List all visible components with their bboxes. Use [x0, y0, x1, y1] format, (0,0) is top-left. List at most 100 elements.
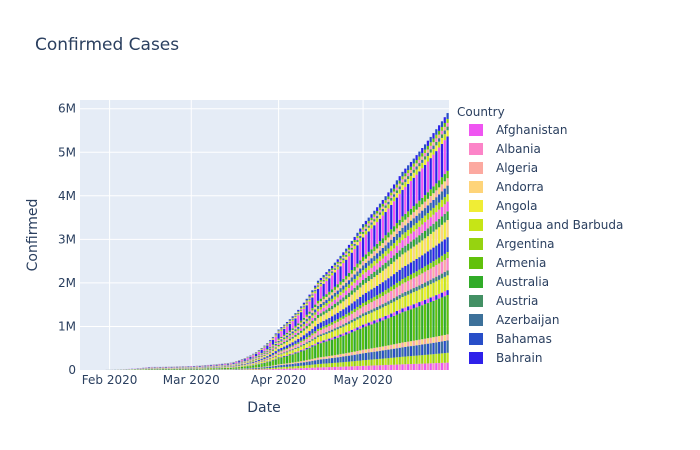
bar-segment[interactable]	[322, 363, 325, 368]
bar-segment[interactable]	[314, 304, 317, 308]
bar-segment[interactable]	[378, 358, 382, 366]
bar-segment[interactable]	[319, 286, 322, 299]
bar-segment[interactable]	[271, 347, 275, 349]
bar-segment[interactable]	[266, 369, 269, 370]
bar-segment[interactable]	[257, 369, 260, 370]
bar-segment[interactable]	[398, 219, 401, 226]
bar-segment[interactable]	[297, 338, 300, 343]
bar-segment[interactable]	[398, 183, 401, 187]
bar-segment[interactable]	[316, 284, 320, 286]
bar-segment[interactable]	[401, 254, 404, 268]
bar-segment[interactable]	[319, 341, 322, 344]
bar-segment[interactable]	[285, 337, 289, 339]
bar-segment[interactable]	[263, 357, 266, 359]
bar-segment[interactable]	[331, 271, 334, 273]
bar-segment[interactable]	[294, 345, 297, 348]
bar-segment[interactable]	[359, 315, 362, 318]
bar-segment[interactable]	[364, 267, 368, 273]
bar-segment[interactable]	[316, 328, 320, 332]
bar-segment[interactable]	[345, 290, 348, 296]
bar-segment[interactable]	[415, 160, 418, 164]
bar-segment[interactable]	[243, 364, 246, 366]
legend-label[interactable]: Antigua and Barbuda	[496, 218, 623, 232]
bar-segment[interactable]	[395, 357, 398, 365]
bar-segment[interactable]	[429, 301, 432, 338]
bar-segment[interactable]	[429, 343, 432, 355]
bar-segment[interactable]	[438, 362, 441, 370]
bar-segment[interactable]	[252, 364, 255, 365]
bar-segment[interactable]	[364, 262, 368, 268]
bar-segment[interactable]	[302, 368, 306, 370]
bar-segment[interactable]	[277, 331, 280, 333]
bar-segment[interactable]	[376, 263, 379, 270]
bar-segment[interactable]	[269, 366, 272, 368]
bar-segment[interactable]	[285, 368, 289, 370]
bar-segment[interactable]	[328, 358, 331, 364]
bar-segment[interactable]	[421, 355, 424, 364]
bar-segment[interactable]	[438, 194, 441, 203]
bar-segment[interactable]	[373, 351, 376, 360]
bar-segment[interactable]	[443, 181, 446, 189]
bar-segment[interactable]	[181, 368, 184, 370]
bar-segment[interactable]	[409, 166, 413, 170]
bar-segment[interactable]	[308, 313, 311, 316]
bar-segment[interactable]	[322, 359, 325, 364]
bar-segment[interactable]	[347, 352, 351, 356]
bar-segment[interactable]	[300, 368, 303, 370]
bar-segment[interactable]	[390, 276, 393, 287]
bar-segment[interactable]	[376, 269, 379, 275]
bar-segment[interactable]	[302, 305, 306, 307]
bar-segment[interactable]	[356, 350, 359, 355]
bar-segment[interactable]	[429, 268, 432, 280]
bar-segment[interactable]	[426, 236, 429, 252]
bar-segment[interactable]	[415, 237, 418, 245]
bar-segment[interactable]	[350, 294, 353, 304]
bar-segment[interactable]	[192, 366, 196, 367]
bar-segment[interactable]	[271, 339, 275, 340]
bar-segment[interactable]	[291, 368, 294, 370]
bar-segment[interactable]	[339, 261, 342, 264]
bar-segment[interactable]	[407, 217, 410, 224]
bar-segment[interactable]	[361, 227, 365, 230]
bar-segment[interactable]	[283, 363, 286, 365]
bar-segment[interactable]	[322, 278, 325, 281]
bar-segment[interactable]	[384, 365, 387, 370]
bar-segment[interactable]	[336, 284, 339, 288]
bar-segment[interactable]	[339, 327, 342, 335]
bar-segment[interactable]	[322, 305, 325, 308]
bar-segment[interactable]	[274, 334, 277, 336]
bar-segment[interactable]	[423, 286, 427, 300]
bar-segment[interactable]	[302, 350, 306, 361]
bar-segment[interactable]	[429, 149, 432, 153]
bar-segment[interactable]	[390, 200, 393, 205]
bar-segment[interactable]	[401, 182, 404, 186]
bar-segment[interactable]	[415, 215, 418, 223]
bar-segment[interactable]	[370, 312, 373, 322]
bar-segment[interactable]	[373, 287, 376, 297]
bar-segment[interactable]	[409, 274, 413, 280]
bar-segment[interactable]	[367, 275, 370, 282]
bar-segment[interactable]	[432, 145, 435, 149]
bar-segment[interactable]	[336, 305, 339, 313]
bar-segment[interactable]	[384, 345, 387, 351]
bar-segment[interactable]	[359, 228, 362, 232]
legend-label[interactable]: Algeria	[496, 161, 538, 175]
bar-segment[interactable]	[443, 353, 446, 363]
bar-segment[interactable]	[409, 305, 413, 310]
bar-segment[interactable]	[308, 298, 311, 300]
bar-segment[interactable]	[438, 187, 441, 195]
bar-segment[interactable]	[384, 251, 387, 257]
bar-segment[interactable]	[226, 367, 229, 370]
bar-segment[interactable]	[404, 173, 407, 177]
bar-segment[interactable]	[418, 285, 421, 290]
bar-segment[interactable]	[345, 325, 348, 333]
bar-segment[interactable]	[314, 290, 317, 292]
bar-segment[interactable]	[381, 270, 384, 283]
bar-segment[interactable]	[418, 156, 421, 160]
bar-segment[interactable]	[322, 307, 325, 312]
bar-segment[interactable]	[314, 287, 317, 289]
bar-segment[interactable]	[412, 239, 415, 247]
bar-segment[interactable]	[435, 353, 438, 364]
bar-segment[interactable]	[311, 323, 314, 329]
bar-segment[interactable]	[381, 247, 384, 254]
